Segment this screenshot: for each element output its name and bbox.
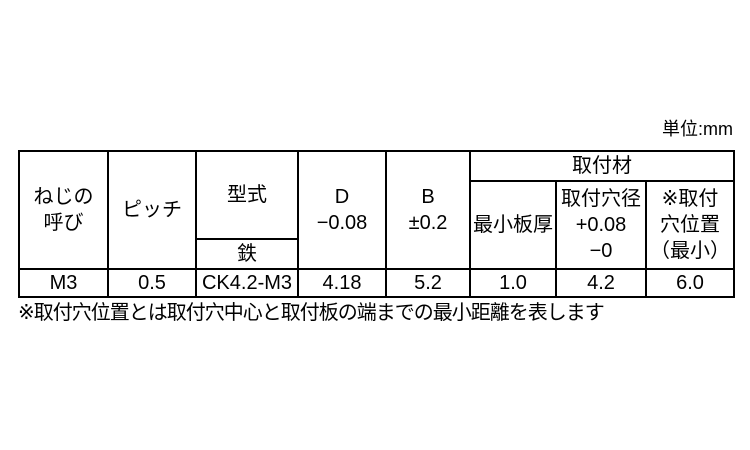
header-pitch: ピッチ xyxy=(107,150,197,270)
cell-min-plate-thickness: 1.0 xyxy=(469,268,557,298)
header-mounting-hole-diameter: 取付穴径 +0.08 −0 xyxy=(555,180,647,270)
header-d-dimension: D −0.08 xyxy=(297,150,387,270)
header-model: 型式 xyxy=(195,150,299,240)
cell-model: CK4.2-M3 xyxy=(195,268,299,298)
unit-label: 単位:mm xyxy=(662,119,733,139)
header-model-material-iron: 鉄 xyxy=(195,238,299,270)
cell-screw-call: M3 xyxy=(18,268,109,298)
cell-b-dimension: 5.2 xyxy=(385,268,471,298)
table-row: M3 0.5 CK4.2-M3 4.18 5.2 1.0 4.2 6.0 xyxy=(18,268,736,298)
header-b-dimension: B ±0.2 xyxy=(385,150,471,270)
cell-d-dimension: 4.18 xyxy=(297,268,387,298)
header-row-sub: 最小板厚 取付穴径 +0.08 −0 ※取付 穴位置 （最小） xyxy=(19,180,736,270)
cell-mounting-hole-diameter: 4.2 xyxy=(555,268,647,298)
header-mounting-hole-position: ※取付 穴位置 （最小） xyxy=(644,180,736,270)
spec-table: ねじの 呼び ピッチ 型式 D −0.08 B ±0.2 取付材 最小板厚 取付… xyxy=(18,150,736,298)
header-row-material: 鉄 xyxy=(19,238,734,270)
header-row-top: ねじの 呼び ピッチ 型式 D −0.08 B ±0.2 取付材 xyxy=(18,150,736,270)
cell-mounting-hole-position: 6.0 xyxy=(644,268,736,298)
header-screw-call: ねじの 呼び xyxy=(18,150,109,270)
header-mounting-material-group: 取付材 xyxy=(468,150,736,182)
footnote: ※取付穴位置とは取付穴中心と取付板の端までの最小距離を表します xyxy=(18,302,605,324)
cell-pitch: 0.5 xyxy=(107,268,197,298)
header-min-plate-thickness: 最小板厚 xyxy=(469,180,557,270)
